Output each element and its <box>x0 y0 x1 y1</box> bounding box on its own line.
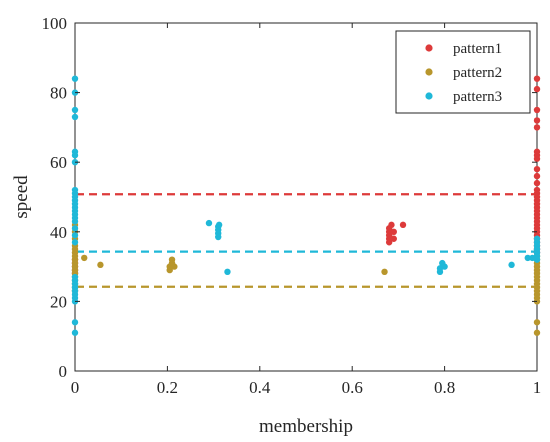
data-points <box>71 75 541 336</box>
point-pattern2 <box>171 263 178 270</box>
legend-label-pattern3: pattern3 <box>453 89 502 105</box>
point-pattern2 <box>168 256 176 263</box>
y-tick-label: 40 <box>50 223 67 242</box>
y-tick-label: 100 <box>42 14 68 33</box>
point-pattern3 <box>71 232 79 239</box>
threshold-lines <box>76 193 536 288</box>
legend-marker-pattern2 <box>425 68 433 76</box>
point-pattern3 <box>71 239 79 246</box>
x-tick-label: 0.8 <box>434 378 455 397</box>
point-pattern1 <box>390 235 397 242</box>
legend-marker-pattern1 <box>425 44 433 52</box>
x-tick-label: 0.2 <box>157 378 178 397</box>
legend: pattern1 pattern2 pattern3 <box>395 30 531 114</box>
point-pattern2 <box>381 268 388 276</box>
point-pattern1 <box>533 106 541 114</box>
x-tick-label: 0 <box>71 378 80 397</box>
point-pattern1 <box>399 221 407 229</box>
x-axis-label: membership <box>259 416 353 437</box>
point-pattern3 <box>71 218 79 225</box>
point-pattern3 <box>71 106 79 114</box>
point-pattern2 <box>97 261 104 269</box>
point-pattern2 <box>533 329 541 336</box>
point-pattern1 <box>390 228 397 235</box>
point-pattern1 <box>533 172 541 180</box>
point-pattern3 <box>71 113 79 121</box>
legend-label-pattern1: pattern1 <box>453 41 502 57</box>
y-tick-label: 60 <box>50 153 67 172</box>
x-axis-ticks: 0 0.2 0.4 0.6 0.8 1 <box>71 23 542 397</box>
point-pattern3 <box>224 268 231 276</box>
point-pattern1 <box>533 155 541 162</box>
point-pattern1 <box>533 179 541 187</box>
y-tick-label: 0 <box>59 362 68 381</box>
point-pattern3 <box>71 225 79 232</box>
point-pattern3 <box>533 256 541 263</box>
point-pattern1 <box>533 85 541 93</box>
point-pattern1 <box>388 221 395 229</box>
y-tick-label: 80 <box>50 84 67 103</box>
y-axis-ticks: 0 20 40 60 80 100 <box>42 14 537 381</box>
point-pattern1 <box>533 124 541 131</box>
legend-box <box>395 30 531 114</box>
point-pattern3 <box>205 219 213 227</box>
point-pattern3 <box>508 261 515 269</box>
point-pattern3 <box>71 75 79 82</box>
legend-label-pattern2: pattern2 <box>453 65 502 81</box>
legend-marker-pattern3 <box>425 92 433 100</box>
point-pattern3 <box>71 152 79 159</box>
y-tick-label: 20 <box>50 292 67 311</box>
y-axis-label: speed <box>11 175 32 219</box>
x-tick-label: 0.6 <box>342 378 363 397</box>
point-pattern1 <box>533 165 541 173</box>
point-pattern3 <box>71 329 79 336</box>
x-tick-label: 1 <box>533 378 542 397</box>
point-pattern1 <box>533 117 541 124</box>
x-tick-label: 0.4 <box>249 378 271 397</box>
point-pattern2 <box>81 254 88 262</box>
point-pattern3 <box>524 254 531 262</box>
point-pattern2 <box>533 319 541 326</box>
point-pattern1 <box>533 75 541 82</box>
point-pattern3 <box>441 263 448 270</box>
legend-entries: pattern1 pattern2 pattern3 <box>425 41 502 105</box>
point-pattern3 <box>71 319 79 326</box>
point-pattern3 <box>215 221 223 229</box>
